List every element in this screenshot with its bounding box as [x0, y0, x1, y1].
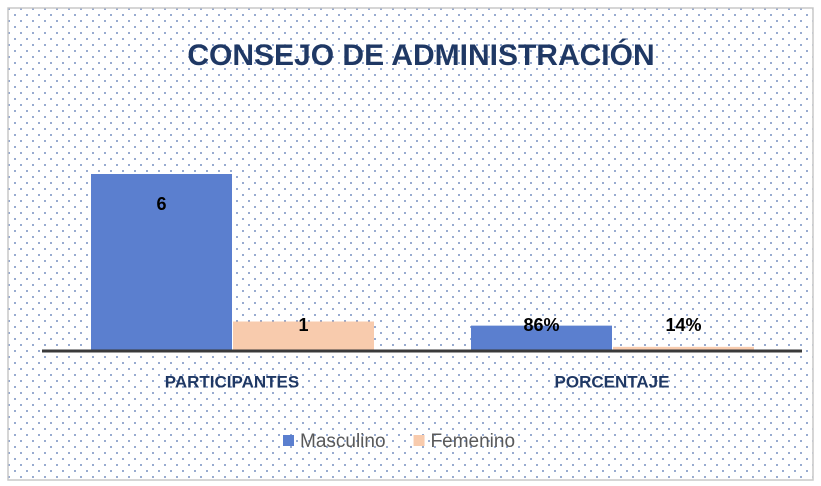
bar	[613, 346, 754, 351]
data-label: 86%	[523, 315, 559, 335]
legend-swatch	[413, 435, 425, 446]
data-label: 14%	[665, 315, 701, 335]
data-label: 1	[298, 315, 308, 335]
data-label: 6	[156, 194, 166, 214]
bar	[91, 174, 232, 351]
bar	[233, 321, 374, 351]
chart-title: CONSEJO DE ADMINISTRACIÓN	[187, 38, 654, 72]
x-tick-label: PARTICIPANTES	[165, 372, 299, 391]
bar	[471, 325, 612, 351]
legend-swatch	[283, 435, 294, 446]
x-tick-label: PORCENTAJE	[555, 372, 670, 391]
legend-label: Femenino	[431, 431, 516, 452]
legend-label: Masculino	[300, 431, 386, 452]
